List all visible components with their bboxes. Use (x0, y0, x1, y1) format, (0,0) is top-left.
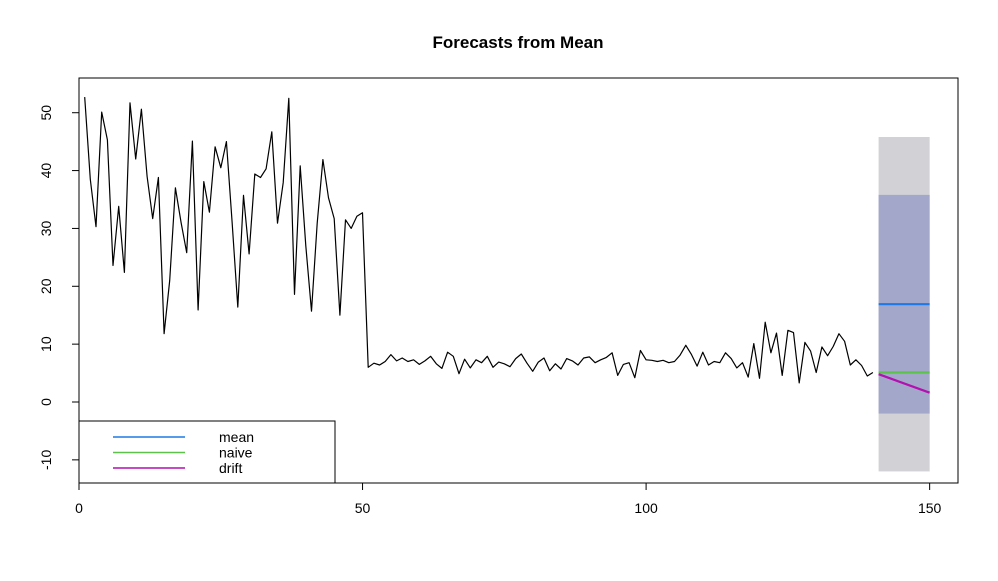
y-tick-label: -10 (38, 450, 54, 470)
x-tick-label: 50 (355, 500, 371, 516)
forecast-line-drift (878, 373, 930, 394)
y-tick-label: 10 (38, 336, 54, 352)
legend-label-mean: mean (219, 429, 254, 445)
x-tick-label: 150 (918, 500, 942, 516)
x-tick-label: 100 (634, 500, 658, 516)
legend-label-drift: drift (219, 460, 242, 476)
plot-frame (78, 77, 959, 484)
x-tick-label: 0 (75, 500, 83, 516)
history-series-line (84, 97, 874, 384)
y-tick-label: 0 (38, 398, 54, 406)
y-tick-label: 30 (38, 220, 54, 236)
axes: 0 50 100 150 -10 0 10 20 30 40 50 (38, 77, 959, 516)
y-tick-label: 50 (38, 105, 54, 121)
plot-area (84, 97, 930, 472)
y-tick-label: 40 (38, 163, 54, 179)
legend-label-naive: naive (219, 445, 253, 461)
chart-title: Forecasts from Mean (433, 33, 604, 52)
y-tick-label: 20 (38, 278, 54, 294)
